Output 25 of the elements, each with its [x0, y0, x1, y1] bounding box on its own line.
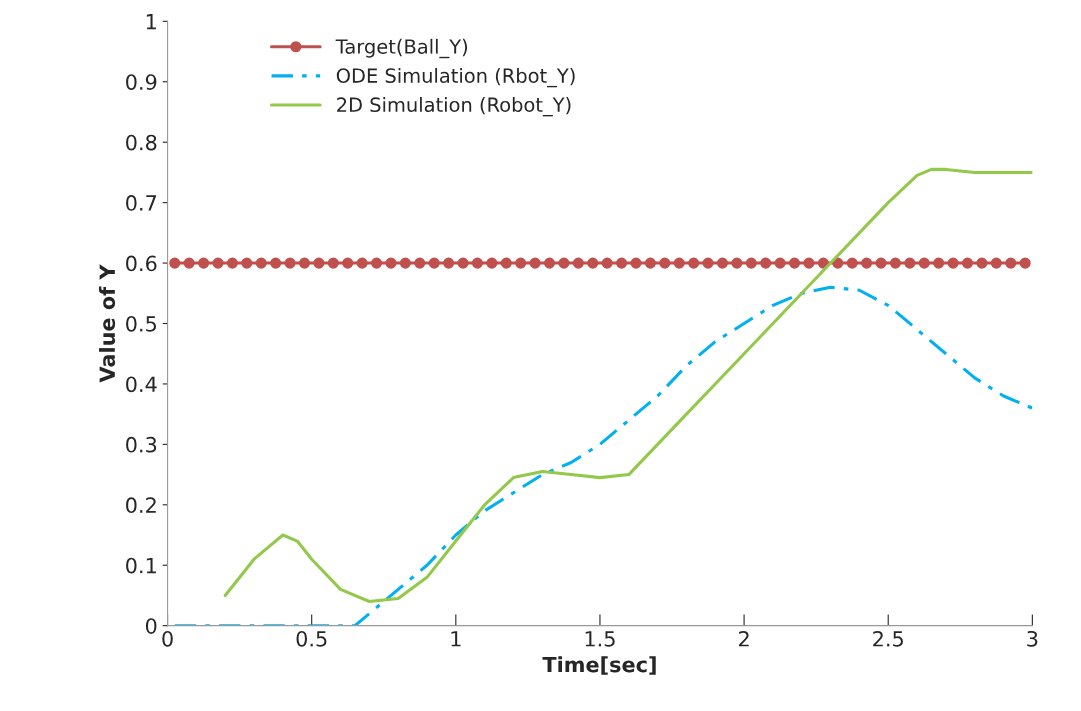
y-axis-title: Value of Y — [98, 264, 116, 383]
y-tick-label: 0.9 — [126, 74, 157, 90]
y-tick-label: 0.6 — [126, 255, 157, 272]
x-tick-label: 0 — [162, 630, 173, 647]
x-tick-label: 3 — [1027, 630, 1038, 647]
y-tick-label: 0.5 — [126, 315, 157, 332]
y-tick-label: 0.8 — [126, 134, 157, 151]
x-axis-title: Time[sec] — [542, 656, 656, 675]
legend-label: Target(Ball_Y) — [335, 38, 468, 59]
line-series — [173, 285, 1033, 626]
legend-label: ODE Simulation (Rbot_Y) — [336, 67, 575, 88]
y-tick-label: 0.4 — [126, 376, 157, 393]
y-tick-label: 1 — [146, 14, 156, 30]
x-tick-label: 1 — [451, 631, 461, 647]
x-tick-label: 2.5 — [873, 630, 903, 647]
x-tick-label: 2 — [738, 630, 749, 647]
y-tick-label: 0.1 — [126, 557, 156, 574]
line-series — [223, 167, 1033, 604]
x-tick-label: 0.5 — [296, 630, 327, 647]
y-tick-label: 0 — [145, 618, 157, 634]
y-tick-label: 0.3 — [126, 436, 157, 453]
legend-label: 2D Simulation (Robot_Y) — [337, 96, 571, 117]
x-tick-label: 1.5 — [585, 631, 615, 647]
y-tick-label: 0.2 — [126, 497, 156, 514]
y-tick-label: 0.7 — [126, 195, 157, 211]
